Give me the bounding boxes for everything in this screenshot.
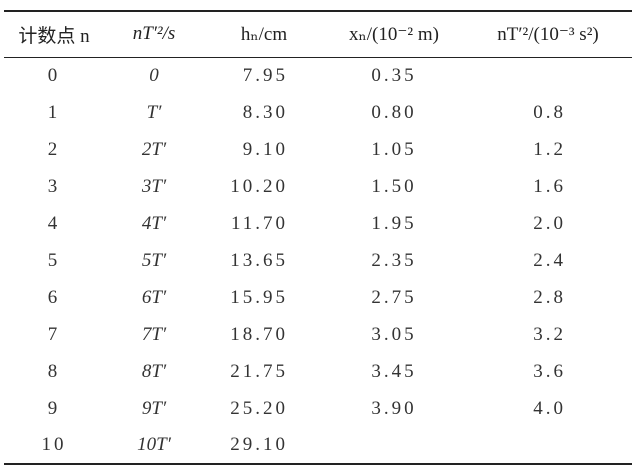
table-cell: 3 [47,175,61,197]
table-cell: 18.70 [230,323,288,345]
table-cell: 2 [47,138,61,160]
table-row: 10 10T′ 29.10 [4,427,632,464]
table-cell: 15.95 [230,286,288,308]
header-row: 计数点 n nT′²/s hₙ/cm xₙ/(10⁻² m) nT′²/(10⁻… [4,11,632,57]
table-cell: 7T′ [141,323,167,345]
table-cell: 2.8 [533,286,566,308]
table-cell: 2.0 [533,212,566,234]
table-cell: 1.05 [371,138,417,160]
table-cell: 1.50 [371,175,417,197]
table-cell: 9 [47,397,61,419]
table-cell: 6T′ [141,286,167,308]
table-cell: 4T′ [141,212,167,234]
table-cell: 8.30 [242,101,288,123]
table-cell: 7 [47,323,61,345]
table-row: 0 0 7.95 0.35 [4,57,632,94]
header-cell: 计数点 n [18,25,90,47]
table-cell: 3.2 [533,323,566,345]
table-row: 9 9T′ 25.20 3.90 4.0 [4,390,632,427]
table-cell: 0.8 [533,101,566,123]
table-cell: T′ [146,101,162,123]
table-cell: 4.0 [533,397,566,419]
table-body: 0 0 7.95 0.35 1 T′ 8.30 0.80 0.8 2 2T′ 9.10 1.05 1.2 3… [4,57,632,464]
table-cell [324,427,464,464]
table-row: 3 3T′ 10.20 1.50 1.6 [4,168,632,205]
table-cell: 3.90 [371,397,417,419]
table-cell: 4 [47,212,61,234]
table-cell: 9T′ [141,397,167,419]
header-cell: xₙ/(10⁻² m) [349,23,439,45]
table-cell: 2.35 [371,249,417,271]
table-cell: 3.05 [371,323,417,345]
table-cell [464,427,632,464]
table-row: 5 5T′ 13.65 2.35 2.4 [4,242,632,279]
table-row: 2 2T′ 9.10 1.05 1.2 [4,131,632,168]
table-cell: 0.80 [371,101,417,123]
table-cell: 21.75 [230,360,288,382]
table-cell: 1.2 [533,138,566,160]
table-cell: 1.6 [533,175,566,197]
header-cell: nT′²/(10⁻³ s²) [497,23,599,45]
table-cell: 3T′ [141,175,167,197]
table-cell: 2T′ [141,138,167,160]
table-header: 计数点 n nT′²/s hₙ/cm xₙ/(10⁻² m) nT′²/(10⁻… [4,11,632,57]
table-cell: 1.95 [371,212,417,234]
table-cell: 5 [47,249,61,271]
table-cell: 7.95 [242,64,288,86]
table-cell [464,57,632,94]
table-cell: 9.10 [242,138,288,160]
header-cell: hₙ/cm [240,23,288,45]
table-cell: 10 [41,434,67,455]
table-cell: 5T′ [141,249,167,271]
table-cell: 2.4 [533,249,566,271]
table-cell: 11.70 [230,212,288,234]
table-row: 8 8T′ 21.75 3.45 3.6 [4,353,632,390]
table-row: 7 7T′ 18.70 3.05 3.2 [4,316,632,353]
table-cell: 25.20 [230,397,288,419]
table-cell: 2.75 [371,286,417,308]
header-cell: nT′²/s [132,23,176,45]
table-cell: 0 [149,64,159,86]
table-row: 1 T′ 8.30 0.80 0.8 [4,94,632,131]
table-row: 4 4T′ 11.70 1.95 2.0 [4,205,632,242]
table-cell: 8T′ [141,360,167,382]
table-cell: 0.35 [371,64,417,86]
table-cell: 13.65 [230,249,288,271]
table-cell: 1 [47,101,61,123]
table-cell: 10T′ [137,434,171,455]
table-cell: 3.6 [533,360,566,382]
table-cell: 29.10 [230,434,288,455]
table-cell: 8 [47,360,61,382]
data-table: 计数点 n nT′²/s hₙ/cm xₙ/(10⁻² m) nT′²/(10⁻… [4,10,632,465]
table-row: 6 6T′ 15.95 2.75 2.8 [4,279,632,316]
table-cell: 3.45 [371,360,417,382]
table-cell: 10.20 [230,175,288,197]
table-cell: 6 [47,286,61,308]
table-cell: 0 [47,64,61,86]
